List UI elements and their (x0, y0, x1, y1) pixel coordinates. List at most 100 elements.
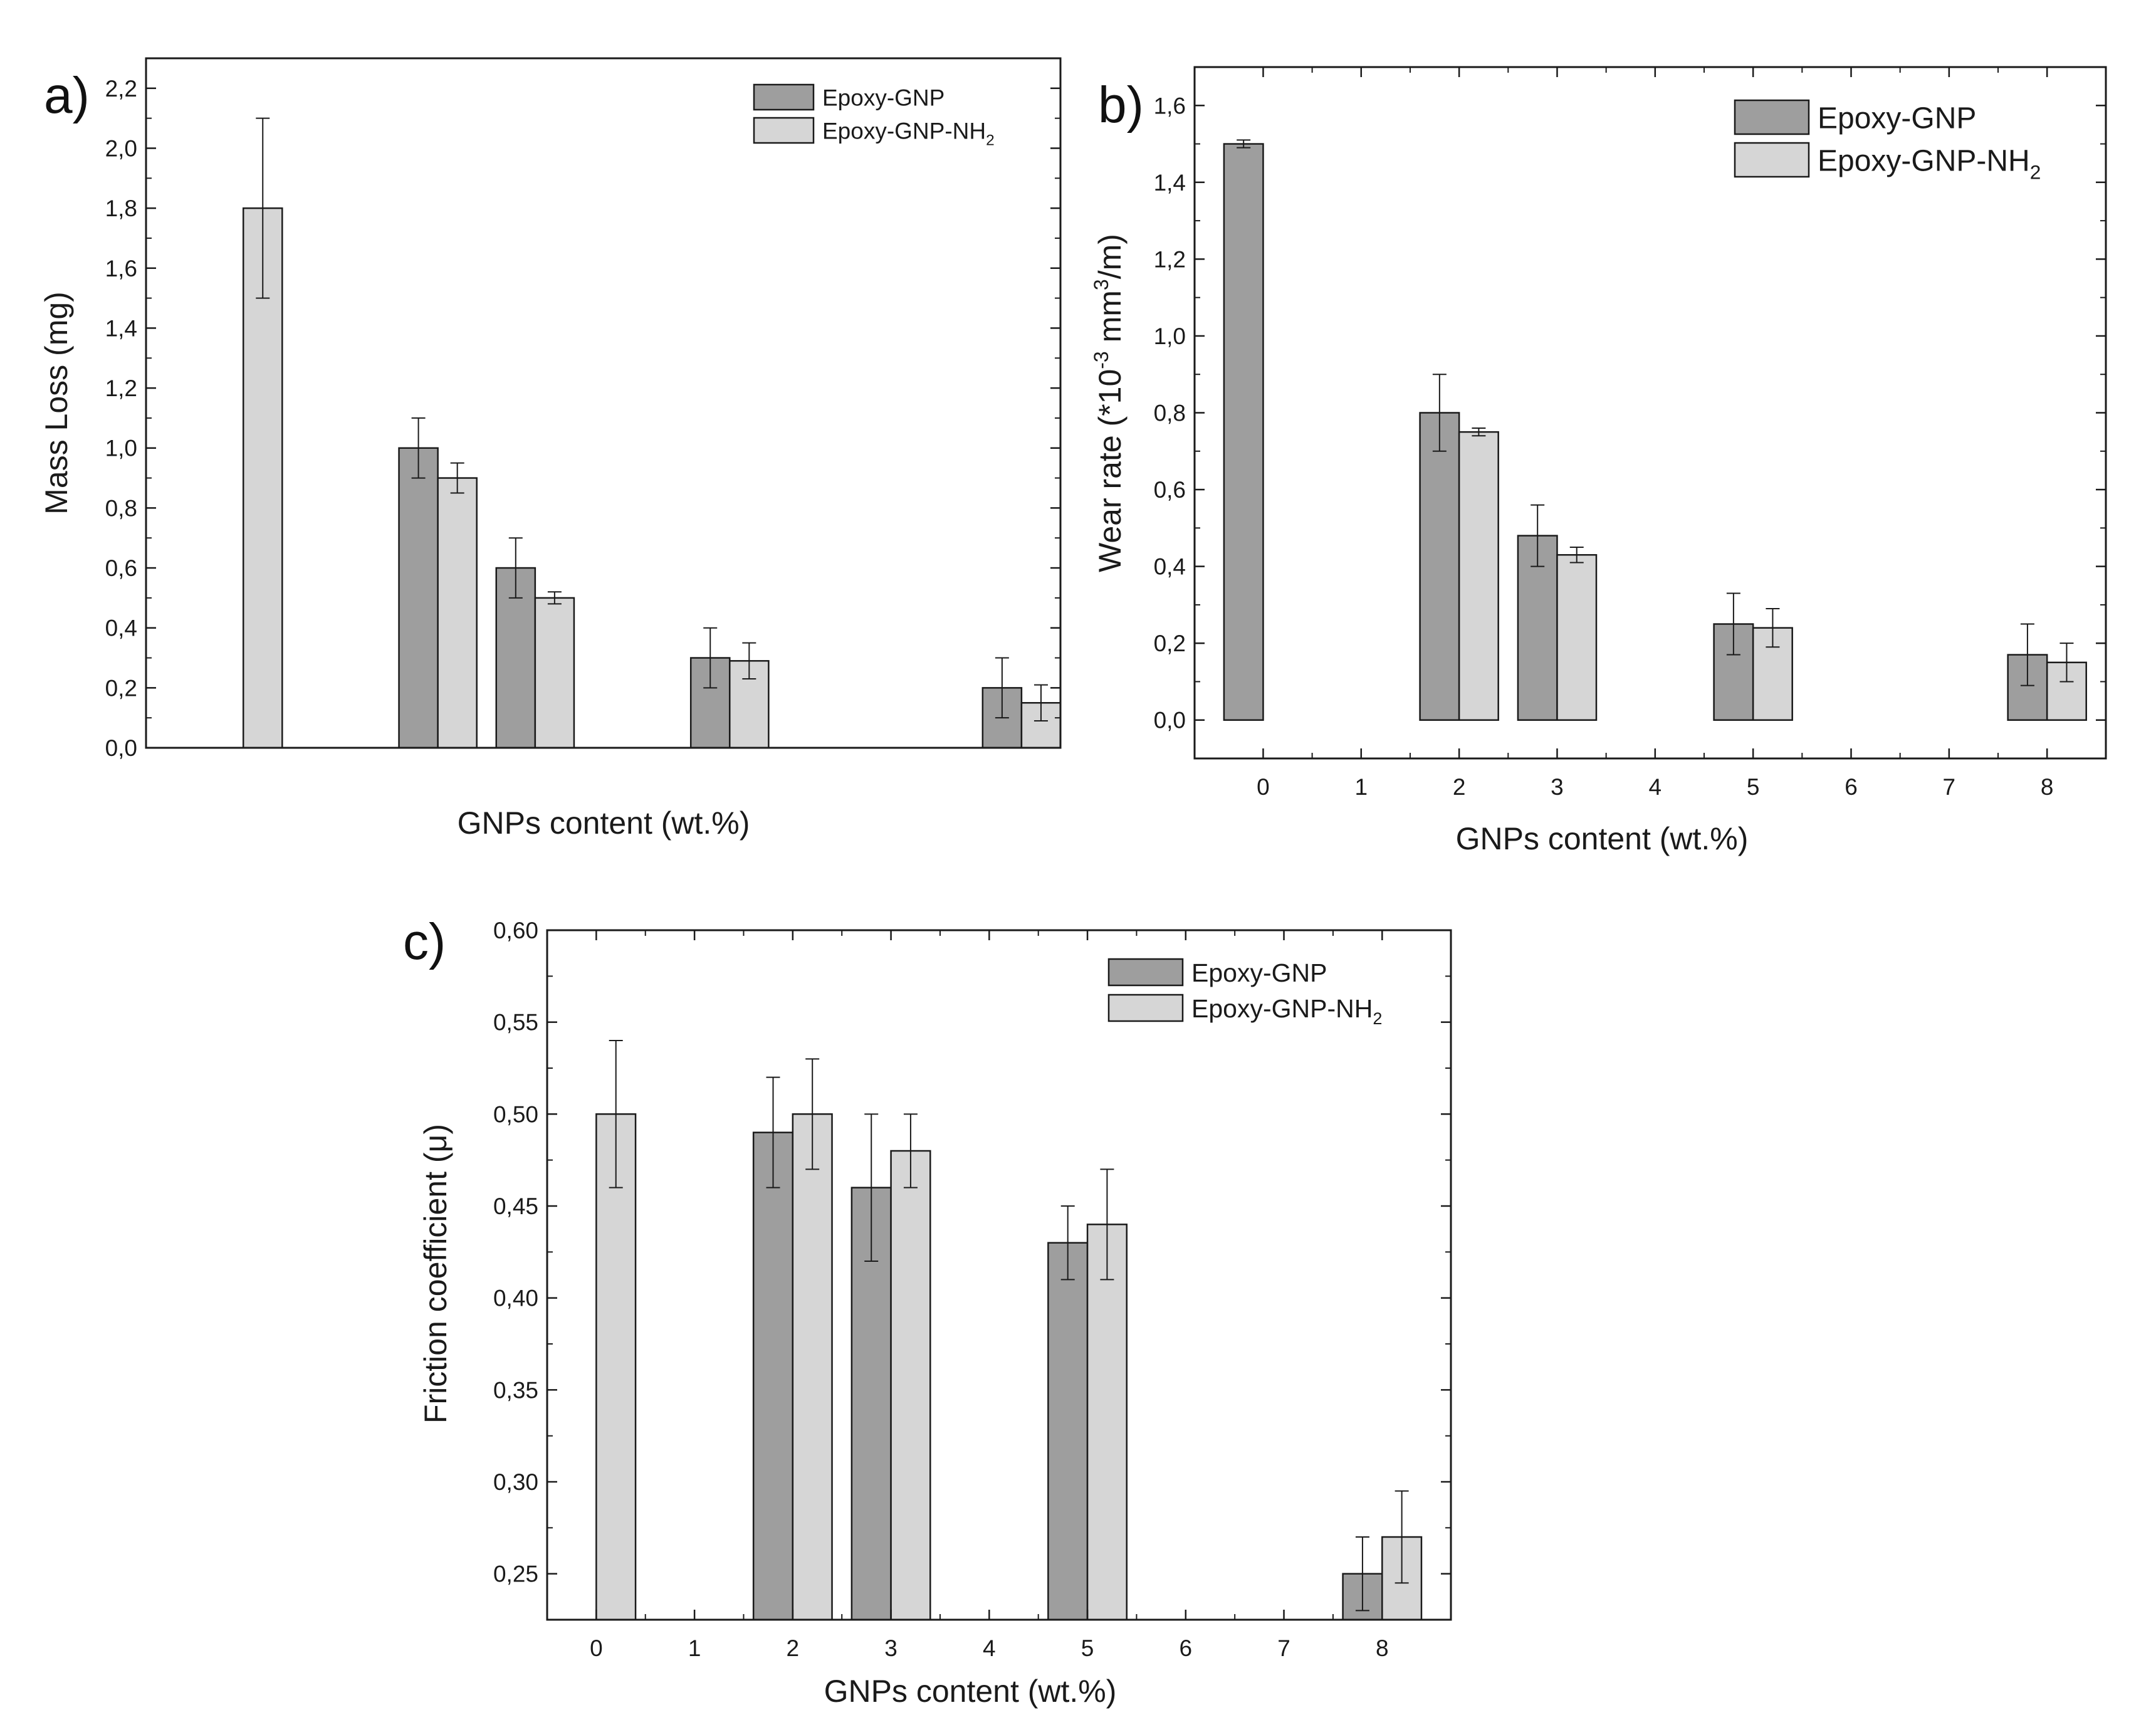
legend-swatch-1 (753, 117, 815, 144)
panel-label-c: c) (403, 913, 446, 970)
x-axis-label: GNPs content (wt.%) (458, 805, 750, 841)
xtick-label: 5 (1747, 774, 1760, 800)
x-axis-label: GNPs content (wt.%) (1456, 821, 1749, 856)
legend-text: Epoxy-GNP (822, 85, 945, 110)
ytick-label: 0,6 (105, 555, 137, 581)
plot-frame-a (145, 57, 1062, 749)
legend-label-0: Epoxy-GNP (1191, 958, 1327, 987)
xtick-label: 8 (2041, 774, 2054, 800)
y-axis-label-part: Wear rate (*10 (1092, 369, 1128, 572)
xtick-label: 2 (787, 1635, 800, 1661)
legend-label-1: Epoxy-GNP-NH2 (822, 118, 995, 149)
bar-c-s1-x5 (1086, 1224, 1128, 1621)
y-axis-label-part: 3 (1090, 279, 1112, 290)
ytick-label: 0,4 (105, 616, 137, 641)
ytick-label: 0,30 (493, 1469, 538, 1495)
y-axis-label-part: -3 (1090, 351, 1112, 369)
ytick-label: 0,55 (493, 1010, 538, 1036)
ytick-label: 0,8 (1154, 401, 1186, 426)
bar-c-s1-x0 (595, 1113, 637, 1621)
legend-subscript: 2 (986, 132, 995, 149)
panel-label-b: b) (1098, 76, 1144, 134)
ytick-label: 0,25 (493, 1561, 538, 1587)
xtick-label: 7 (1277, 1635, 1290, 1661)
ytick-label: 0,6 (1154, 477, 1186, 503)
xtick-label: 1 (688, 1635, 701, 1661)
legend-label-1: Epoxy-GNP-NH2 (1191, 994, 1382, 1028)
legend-swatch-0 (1734, 99, 1810, 135)
legend-text: Epoxy-GNP-NH (822, 118, 986, 144)
legend-subscript: 2 (1373, 1009, 1382, 1028)
chart-b: 0,0 0,2 0,4 0,6 0,8 1,0 1,2 1,4 1,6 0 1 2 3 4 5 6 7 8 GNPs… (1090, 66, 2107, 856)
ytick-label: 1,4 (1154, 170, 1186, 196)
legend-swatch-0 (1107, 958, 1184, 987)
ytick-label: 1,0 (105, 436, 137, 461)
legend-text: Epoxy-GNP-NH (1191, 994, 1373, 1023)
ytick-label: 0,45 (493, 1193, 538, 1219)
ytick-label: 1,6 (105, 256, 137, 281)
ytick-label: 2,0 (105, 135, 137, 161)
x-axis-label: GNPs content (wt.%) (824, 1674, 1117, 1709)
xtick-label: 6 (1845, 774, 1858, 800)
ytick-label: 0,0 (105, 735, 137, 761)
bar-c-s1-x2 (792, 1113, 833, 1621)
y-axis-label-part: mm (1092, 290, 1128, 351)
legend-text: Epoxy-GNP-NH (1818, 144, 2030, 177)
chart-a: 0,0 0,2 0,4 0,6 0,8 1,0 1,2 1,4 1,6 1,8 2,0 2,2 GNPs… (39, 57, 1062, 841)
ytick-label: 1,2 (105, 375, 137, 401)
y-axis-label-part: /m) (1092, 234, 1128, 279)
bar-b-s0-x2 (1419, 412, 1460, 721)
ytick-label: 1,2 (1154, 246, 1186, 272)
ytick-label: 1,0 (1154, 323, 1186, 349)
legend-label-0: Epoxy-GNP (822, 85, 945, 110)
y-axis-label: Friction coefficient (μ) (418, 1124, 453, 1424)
ytick-label: 0,4 (1154, 554, 1186, 580)
bar-b-s1-x2 (1458, 431, 1499, 721)
xtick-label: 0 (1257, 774, 1270, 800)
panel-label-a: a) (44, 67, 90, 124)
bar-a-s1-x2 (437, 477, 478, 749)
legend-label-1: Epoxy-GNP-NH2 (1818, 144, 2041, 183)
ytick-label: 1,6 (1154, 93, 1186, 118)
xtick-label: 4 (1649, 774, 1662, 800)
chart-c: 0,25 0,30 0,35 0,40 0,45 0,50 0,55 0,60 0 1 2 3 4 5 6 7… (403, 913, 1452, 1709)
bar-c-s1-x3 (890, 1150, 931, 1621)
xtick-label: 3 (1551, 774, 1564, 800)
ytick-label: 1,8 (105, 196, 137, 221)
ytick-label: 0,40 (493, 1286, 538, 1311)
ytick-label: 2,2 (105, 76, 137, 102)
legend-swatch-1 (1107, 994, 1184, 1022)
xtick-label: 3 (884, 1635, 897, 1661)
legend-swatch-1 (1734, 142, 1810, 178)
legend-text: Epoxy-GNP (1191, 958, 1327, 987)
xtick-label: 4 (983, 1635, 996, 1661)
bar-c-s0-x2 (752, 1131, 794, 1621)
bar-b-s0-x0 (1223, 143, 1264, 721)
xtick-label: 2 (1453, 774, 1466, 800)
ytick-label: 0,0 (1154, 708, 1186, 733)
xtick-label: 7 (1943, 774, 1956, 800)
ytick-label: 0,60 (493, 918, 538, 943)
ytick-label: 0,35 (493, 1377, 538, 1403)
legend-swatch-0 (753, 83, 815, 111)
bar-a-s1-x3 (534, 597, 575, 749)
ytick-label: 0,50 (493, 1101, 538, 1127)
bar-b-s1-x3 (1556, 553, 1598, 721)
ytick-label: 0,8 (105, 495, 137, 521)
legend-subscript: 2 (2030, 161, 2041, 184)
ytick-label: 0,2 (1154, 631, 1186, 656)
legend-text: Epoxy-GNP (1818, 102, 1976, 135)
ytick-label: 0,2 (105, 675, 137, 701)
ytick-label: 1,4 (105, 315, 137, 341)
y-axis-label: Mass Loss (mg) (39, 291, 74, 515)
xtick-label: 5 (1081, 1635, 1094, 1661)
y-axis-label: Wear rate (*10-3 mm3/m) (1090, 234, 1128, 572)
xtick-label: 1 (1354, 774, 1368, 800)
xtick-label: 8 (1376, 1635, 1389, 1661)
xtick-label: 0 (590, 1635, 603, 1661)
bar-c-s0-x5 (1047, 1242, 1089, 1621)
xtick-label: 6 (1180, 1635, 1193, 1661)
bar-a-s0-x2 (398, 447, 439, 749)
legend-label-0: Epoxy-GNP (1818, 102, 1976, 135)
